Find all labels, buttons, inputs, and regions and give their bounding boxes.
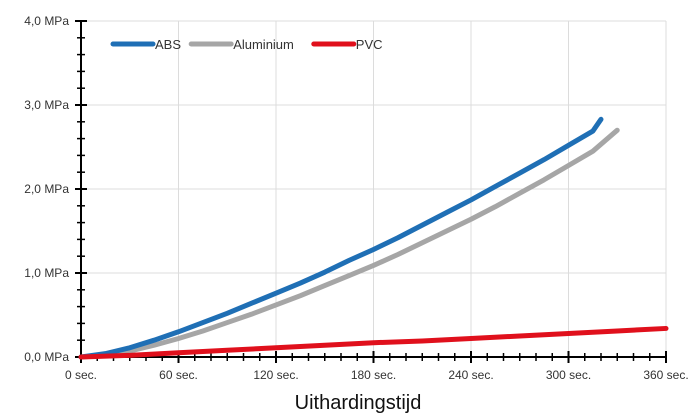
x-tick-label: 300 sec. <box>546 368 591 382</box>
series-line-aluminium <box>78 127 620 360</box>
legend: ABS Aluminium PVC <box>110 37 383 52</box>
gridlines <box>81 20 667 357</box>
series-line-abs <box>78 116 604 360</box>
legend-label-abs: ABS <box>155 37 181 52</box>
tick-labels: 0,0 MPa 1,0 MPa 2,0 MPa 3,0 MPa 4,0 MPa 0 sec… <box>24 14 688 382</box>
y-tick-label: 3,0 MPa <box>24 98 69 112</box>
x-tick-label: 360 sec. <box>643 368 688 382</box>
x-axis-label: Uithardingstijd <box>295 392 422 414</box>
y-tick-label: 4,0 MPa <box>24 14 69 28</box>
x-tick-label: 180 sec. <box>351 368 396 382</box>
series-lines <box>78 116 669 360</box>
y-tick-label: 0,0 MPa <box>24 350 69 364</box>
x-tick-label: 120 sec. <box>253 368 298 382</box>
y-tick-label: 2,0 MPa <box>24 182 69 196</box>
y-tick-label: 1,0 MPa <box>24 266 69 280</box>
axes <box>75 20 667 363</box>
legend-label-aluminium: Aluminium <box>233 37 294 52</box>
series-line-pvc <box>78 325 669 360</box>
legend-label-pvc: PVC <box>356 37 383 52</box>
x-tick-label: 0 sec. <box>65 368 97 382</box>
x-tick-label: 60 sec. <box>159 368 198 382</box>
x-tick-label: 240 sec. <box>448 368 493 382</box>
